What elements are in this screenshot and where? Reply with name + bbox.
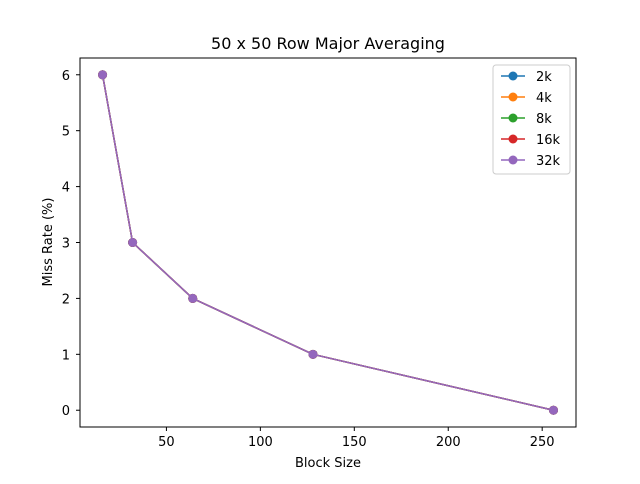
- legend-marker-8k: [508, 113, 518, 123]
- series-32k: [98, 70, 558, 415]
- data-point-32k: [308, 349, 318, 359]
- x-tick-label: 100: [248, 435, 273, 450]
- tick-layer: 50 100 150 200 250 0 1 2 3 4 5 6: [62, 69, 555, 450]
- series-layer: [98, 70, 558, 415]
- y-tick-label: 6: [62, 69, 70, 84]
- x-tick-label: 150: [342, 435, 367, 450]
- data-point-32k: [128, 238, 138, 247]
- y-tick-label: 5: [62, 125, 70, 140]
- y-tick-label: 3: [62, 237, 70, 252]
- legend-label: 16k: [536, 133, 561, 148]
- legend-item-8k: 8k: [501, 112, 552, 127]
- legend-marker-2k: [508, 71, 518, 81]
- data-point-32k: [98, 70, 108, 80]
- legend-item-2k: 2k: [501, 70, 552, 85]
- y-tick-label: 1: [62, 348, 70, 363]
- legend: 2k 4k 8k 16k 32k: [492, 64, 571, 175]
- plot-frame: [79, 57, 577, 428]
- y-tick-label: 4: [62, 181, 70, 196]
- data-point-32k: [548, 405, 558, 415]
- legend-marker-4k: [508, 92, 518, 102]
- x-tick-label: 250: [530, 435, 555, 450]
- y-axis-label: Miss Rate (%): [41, 198, 56, 287]
- legend-label: 4k: [536, 91, 552, 106]
- x-axis-label: Block Size: [295, 456, 361, 471]
- x-tick-label: 50: [158, 435, 175, 450]
- legend-box: [492, 64, 571, 175]
- chart-title: 50 x 50 Row Major Averaging: [211, 34, 445, 53]
- legend-items: 2k 4k 8k 16k 32k: [501, 70, 561, 169]
- legend-item-32k: 32k: [501, 154, 561, 169]
- x-tick-label: 200: [436, 435, 461, 450]
- legend-item-4k: 4k: [501, 91, 552, 106]
- legend-marker-16k: [508, 134, 518, 144]
- legend-label: 2k: [536, 70, 552, 85]
- y-tick-label: 2: [62, 292, 70, 307]
- data-point-32k: [188, 293, 198, 303]
- legend-label: 8k: [536, 112, 552, 127]
- legend-item-16k: 16k: [501, 133, 561, 148]
- y-tick-label: 0: [62, 404, 70, 419]
- legend-marker-32k: [508, 155, 518, 165]
- legend-label: 32k: [536, 154, 561, 169]
